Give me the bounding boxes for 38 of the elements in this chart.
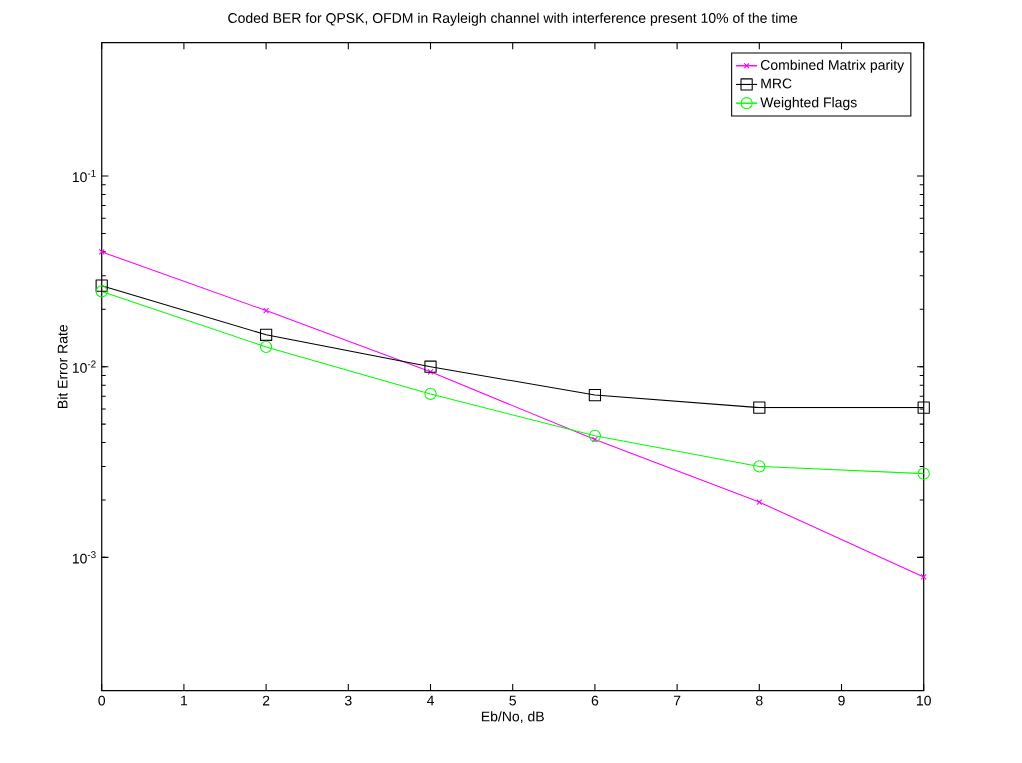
x-tick-label: 4 [426, 695, 434, 706]
point [753, 401, 766, 414]
point [259, 328, 273, 341]
x-tick-label: 5 [509, 695, 517, 706]
point [259, 340, 273, 354]
y-tick-label: 10$^{-1}$ [72, 169, 96, 183]
point [424, 360, 437, 373]
x-tick-label: 1 [181, 695, 188, 706]
legend-label: Combined Matrix parity [760, 59, 905, 73]
point [920, 573, 927, 580]
point [95, 279, 108, 292]
point [424, 387, 437, 401]
x-tick-label: 9 [838, 695, 845, 706]
point [263, 307, 270, 314]
point [753, 460, 766, 473]
x-tick-label: 10 [916, 695, 931, 706]
x-tick-label: 7 [673, 695, 681, 706]
x-tick-label: 3 [344, 695, 352, 706]
point [427, 368, 434, 375]
point [756, 499, 763, 506]
point [917, 467, 930, 480]
y-axis-title: Bit Error Rate [57, 324, 68, 408]
point [588, 429, 602, 442]
point [95, 285, 108, 298]
x-tick-label: 0 [98, 695, 106, 706]
x-tick-label: 6 [591, 695, 599, 706]
y-tick-label: 10$^{-2}$ [72, 360, 96, 373]
y-tick-label: 10$^{-3}$ [72, 551, 96, 564]
point [588, 388, 602, 402]
point [98, 248, 105, 255]
point [917, 401, 930, 414]
legend-label: Weighted Flags [760, 97, 857, 111]
legend-label: MRC [761, 78, 792, 89]
chart-title: Coded BER for QPSK, OFDM in Rayleigh channel with interference present 10% of the time [228, 12, 798, 26]
x-tick-label: 8 [756, 695, 763, 706]
point [591, 436, 598, 443]
x-axis-title: Eb/No, dB [481, 711, 544, 724]
x-tick-label: 2 [262, 695, 270, 706]
